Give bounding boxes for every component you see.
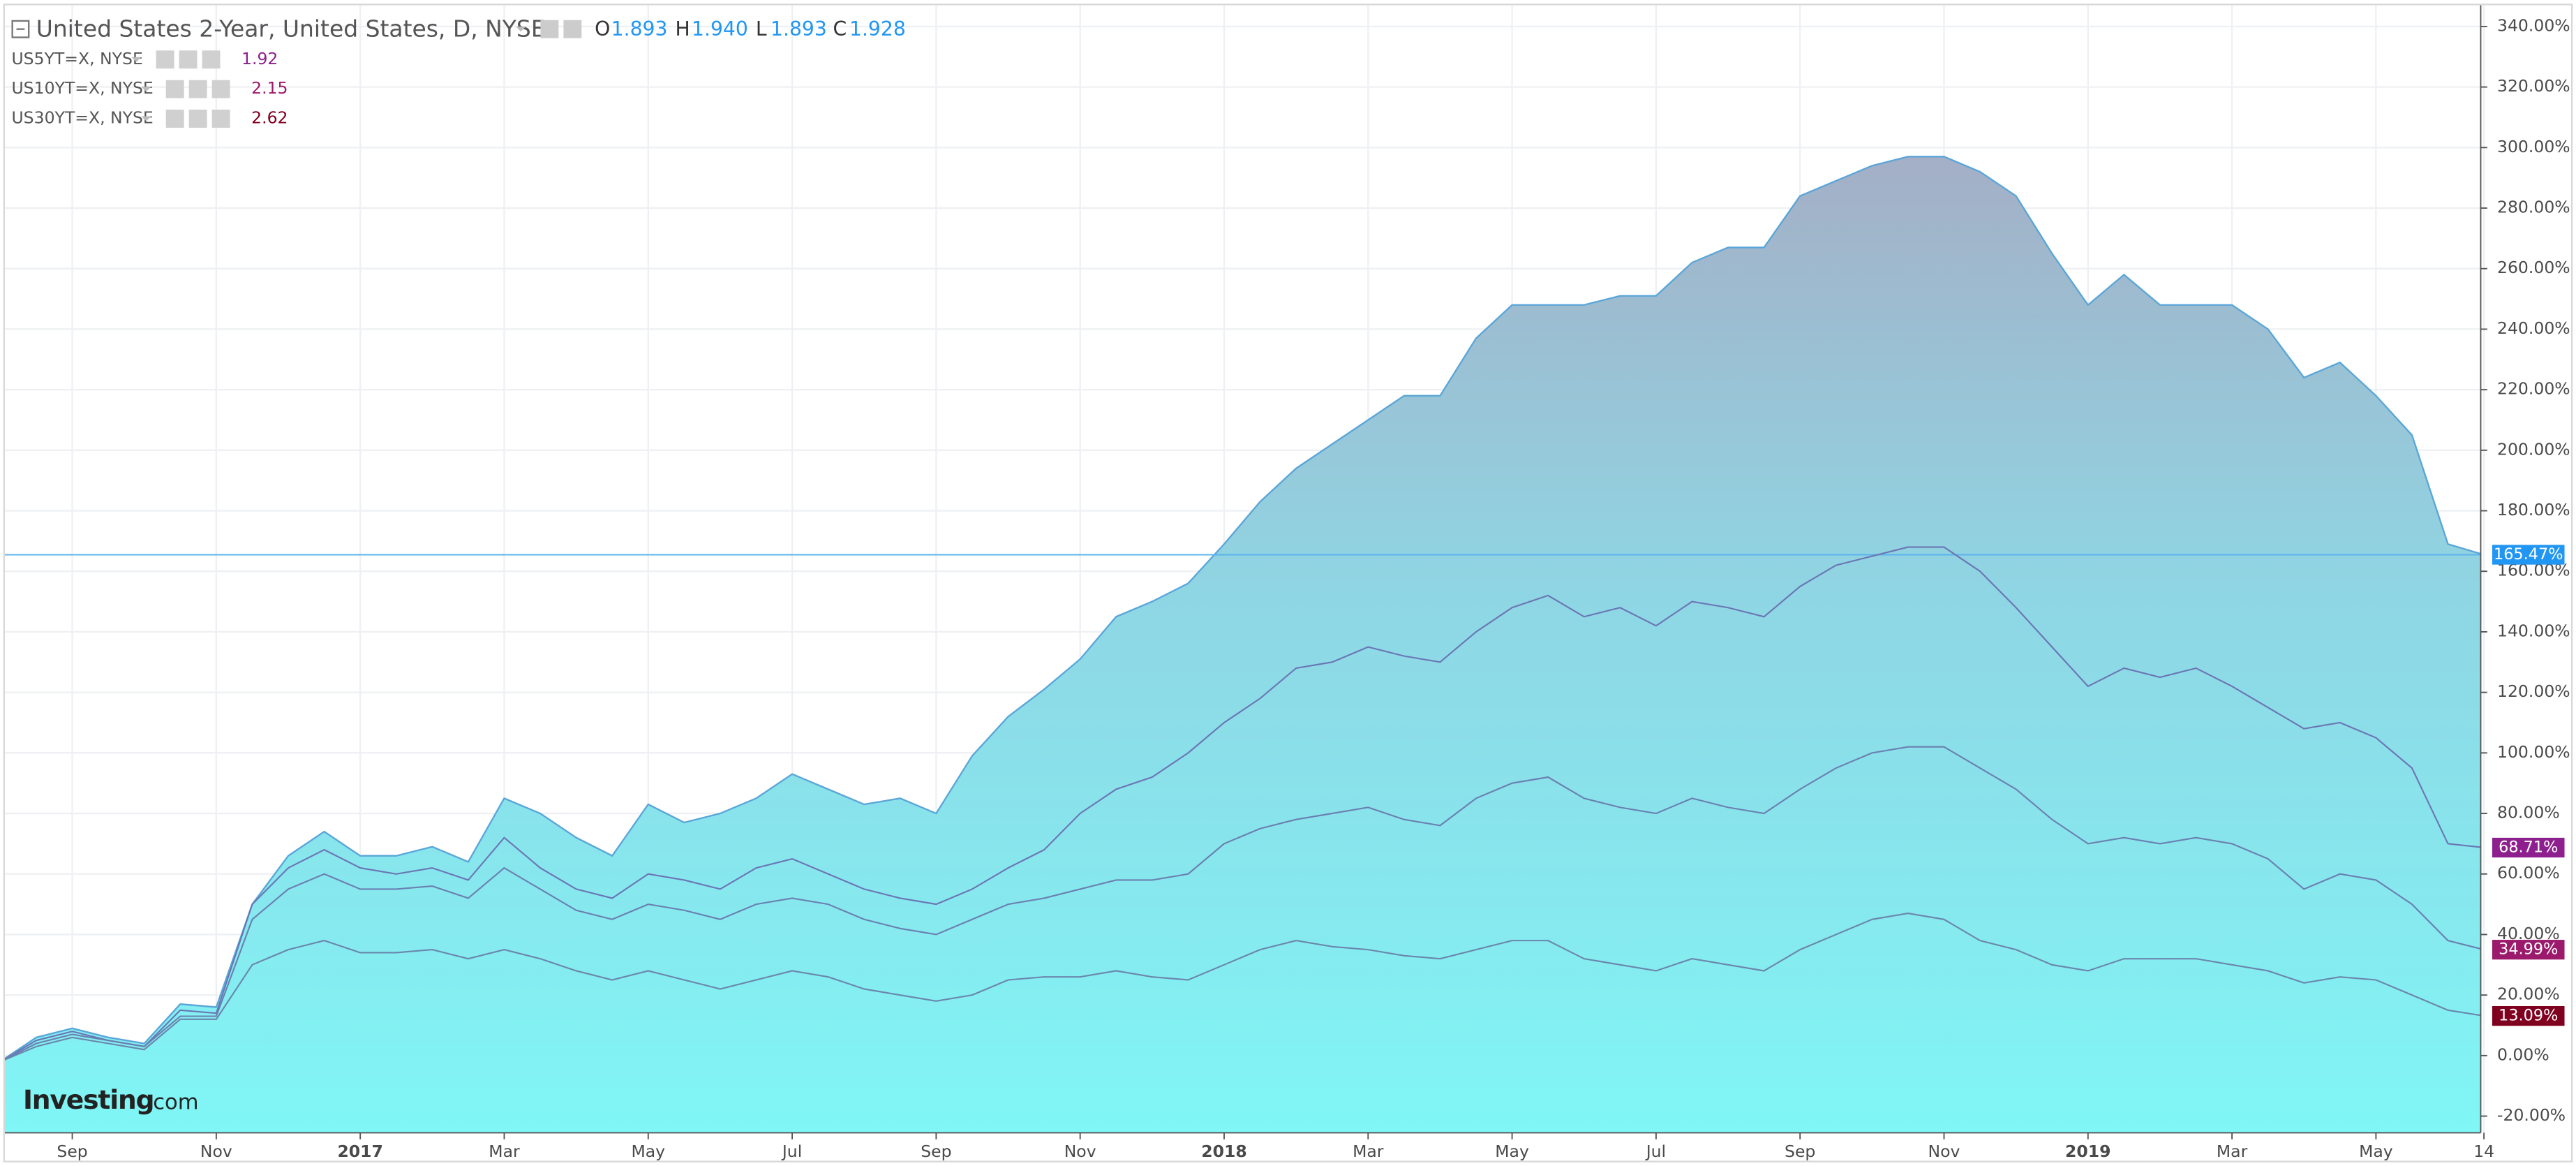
- y-tick-label: 280.00%: [2497, 198, 2570, 217]
- x-tick-label: May: [631, 1142, 665, 1161]
- x-tick-label: Mar: [1353, 1142, 1384, 1161]
- ohlc-value: 1.928: [849, 17, 906, 40]
- area: [5, 156, 2481, 1133]
- x-tick-label: Sep: [57, 1142, 87, 1161]
- legend-settings-icon[interactable]: [165, 80, 184, 98]
- y-tick-label: 100.00%: [2497, 742, 2570, 762]
- legend-format-icon[interactable]: [179, 50, 198, 69]
- y-tick-label: 60.00%: [2497, 863, 2560, 883]
- legend-format-icon[interactable]: [188, 110, 207, 128]
- ohlc-value: 1.940: [692, 17, 748, 40]
- legend-dropdown[interactable]: [131, 57, 142, 62]
- y-tick-label: 80.00%: [2497, 803, 2560, 822]
- x-tick-label: Jul: [781, 1142, 802, 1161]
- x-tick-label: Nov: [1064, 1142, 1096, 1161]
- x-tick-label: 14: [2473, 1142, 2494, 1161]
- x-tick-label: Nov: [200, 1142, 232, 1161]
- y-tick-label: 320.00%: [2497, 76, 2570, 96]
- ohlc-label: C: [833, 17, 847, 40]
- line: [5, 913, 2481, 1061]
- x-tick-label: May: [2359, 1142, 2393, 1161]
- format-icon[interactable]: [563, 20, 582, 38]
- legend-quote: 2.62: [251, 108, 288, 128]
- x-tick-label: 2017: [337, 1142, 382, 1161]
- legend-dropdown[interactable]: [141, 116, 151, 121]
- legend-dropdown[interactable]: [141, 87, 151, 92]
- plot-area: [5, 156, 2481, 1133]
- legend-quote: 2.15: [251, 78, 288, 98]
- ohlc-value: 1.893: [611, 17, 668, 40]
- main-legend-title: United States 2-Year, United States, D, …: [36, 15, 546, 42]
- legend-settings-icon[interactable]: [156, 50, 174, 69]
- y-tick-label: 340.00%: [2497, 15, 2570, 35]
- y-tick-label: 120.00%: [2497, 681, 2570, 701]
- y-tick-label: 0.00%: [2497, 1045, 2549, 1064]
- y-tick-label: 200.00%: [2497, 439, 2570, 459]
- last-value-tag: [2492, 940, 2565, 960]
- logo-suffix: .com: [147, 1091, 199, 1115]
- x-tick-label: Sep: [1785, 1142, 1815, 1161]
- last-value-label: 13.09%: [2499, 1007, 2558, 1025]
- ohlc-label: O: [595, 17, 610, 40]
- y-tick-label: 220.00%: [2497, 379, 2570, 399]
- dropdown-arrow[interactable]: [516, 27, 526, 32]
- y-tick-label: 20.00%: [2497, 984, 2560, 1004]
- area-line: [5, 156, 2481, 1060]
- legend-remove-icon[interactable]: [202, 50, 221, 69]
- y-tick-label: -20.00%: [2497, 1105, 2566, 1125]
- x-tick-label: Mar: [489, 1142, 520, 1161]
- line: [5, 746, 2481, 1061]
- x-tick-label: 2018: [1201, 1142, 1246, 1161]
- legend-name: US5YT=X, NYSE: [11, 49, 142, 68]
- legend-remove-icon[interactable]: [211, 80, 230, 98]
- legend-name: US10YT=X, NYSE: [11, 78, 153, 98]
- axes: -20.00%0.00%20.00%40.00%60.00%80.00%100.…: [57, 15, 2570, 1161]
- legend-remove-icon[interactable]: [211, 110, 230, 128]
- y-tick-label: 140.00%: [2497, 621, 2570, 640]
- last-value-label: 34.99%: [2499, 940, 2558, 959]
- last-value-tag: [2492, 1005, 2565, 1026]
- last-value-tag: [2492, 545, 2565, 565]
- legend-settings-icon[interactable]: [165, 110, 184, 128]
- last-value-label: 165.47%: [2494, 545, 2563, 563]
- y-tick-label: 300.00%: [2497, 137, 2570, 156]
- legend: US5YT=X, NYSE 1.92 US10YT=X, NYSE 2.15 US30Y…: [11, 49, 288, 128]
- frame: [3, 3, 2573, 1163]
- x-tick-label: Nov: [1928, 1142, 1960, 1161]
- x-tick-label: May: [1495, 1142, 1529, 1161]
- settings-icon[interactable]: [540, 20, 559, 38]
- x-tick-label: 2019: [2065, 1142, 2110, 1161]
- legend-format-icon[interactable]: [188, 80, 207, 98]
- logo-brand: Investing: [23, 1084, 154, 1115]
- last-value-tag: [2492, 837, 2565, 858]
- y-tick-label: 260.00%: [2497, 258, 2570, 277]
- ohlc-value: 1.893: [770, 17, 827, 40]
- y-tick-label: 180.00%: [2497, 500, 2570, 519]
- ohlc-label: H: [675, 17, 690, 40]
- legend-name: US30YT=X, NYSE: [11, 108, 153, 128]
- y-tick-label: 240.00%: [2497, 318, 2570, 338]
- x-tick-label: Mar: [2217, 1142, 2248, 1161]
- line: [5, 546, 2481, 1060]
- last-value-label: 68.71%: [2499, 838, 2558, 856]
- legend-quote: 1.92: [241, 49, 278, 68]
- ohlc-label: L: [756, 17, 767, 40]
- x-tick-label: Sep: [921, 1142, 951, 1161]
- x-tick-label: Jul: [1645, 1142, 1666, 1161]
